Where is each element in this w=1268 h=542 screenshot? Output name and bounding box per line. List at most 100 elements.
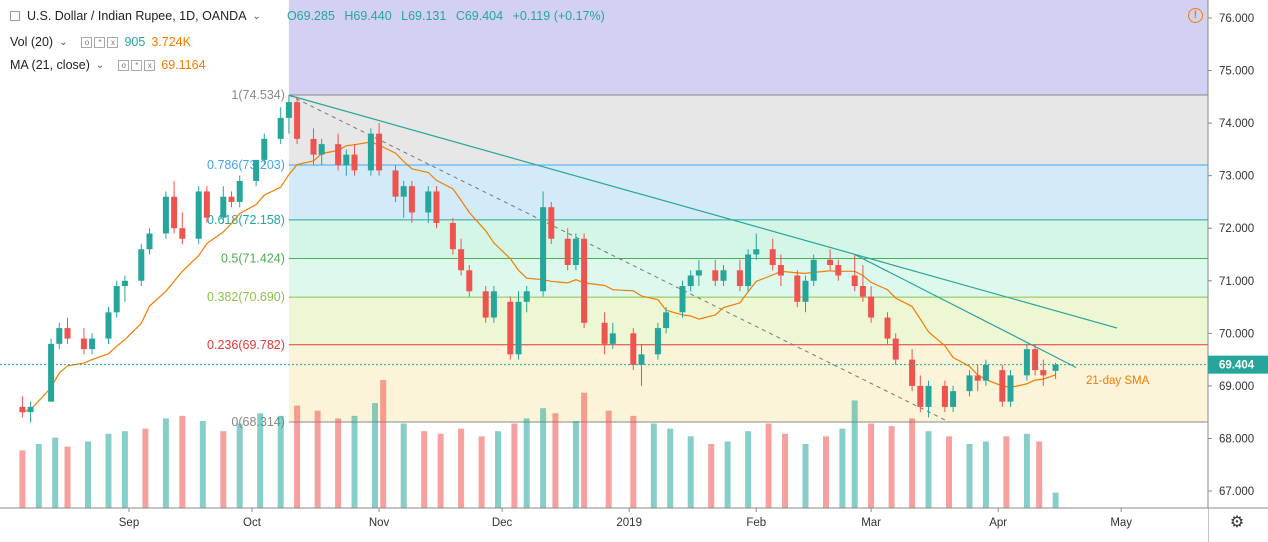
volume-bar [909,418,916,508]
eye-icon[interactable]: o [118,59,130,71]
close-icon[interactable]: x [107,36,119,48]
open-value: O69.285 [286,9,335,23]
candle-body [203,191,210,218]
sma-annotation: 21-day SMA [1086,375,1150,387]
change-value: +0.119 (+0.17%) [512,9,605,23]
volume-bar [400,423,407,508]
volume-bar [335,418,342,508]
candle-body [810,259,817,281]
candle-body [48,343,55,402]
price-axis-bg [1208,0,1268,542]
fib-level-label: 1(74.534) [231,88,285,102]
time-tick-label: 2019 [616,517,642,529]
candle-body [564,238,571,266]
fib-zone [288,344,1208,422]
close-value: C69.404 [455,9,504,23]
volume-bar [1036,441,1043,508]
volume-bar [552,413,559,508]
volume-bar [925,431,932,508]
gear-icon[interactable]: ⚙ [1229,514,1245,531]
volume-bar [572,420,579,508]
candle-body [294,102,301,139]
fib-level-label: 0.618(72.158) [207,213,285,227]
eye-icon[interactable]: o [81,36,93,48]
volume-bar [437,433,444,508]
candle-body [56,328,63,344]
candle-body [835,265,842,276]
volume-bar [64,446,71,508]
volume-bar [121,431,128,508]
volume-bar [277,415,284,508]
symbol-title[interactable]: U.S. Dollar / Indian Rupee, 1D, OANDA [27,9,247,23]
candle-body [351,154,358,171]
volume-bar [581,392,588,508]
volume-bar [458,428,465,508]
price-tick-label: 73.000 [1219,171,1254,183]
candle-body [859,286,866,297]
candle-body [1040,370,1047,376]
chevron-down-icon[interactable]: ⌄ [95,59,105,71]
last-price-badge [1208,355,1268,374]
time-axis-bg [0,508,1208,542]
volume-bar [35,444,42,508]
volume-bar [351,415,358,508]
time-tick-label: Oct [243,517,262,529]
volume-value-1: 905 [124,35,146,49]
volume-label[interactable]: Vol (20) [10,35,54,49]
volume-bar [1023,433,1030,508]
close-icon[interactable]: x [144,59,156,71]
settings-icon[interactable]: * [94,36,106,48]
chevron-down-icon[interactable]: ⌄ [252,10,261,22]
price-tick-label: 72.000 [1219,223,1254,235]
price-tick-label: 68.000 [1219,433,1254,445]
settings-icon[interactable]: * [131,59,143,71]
volume-bar [868,423,875,508]
price-tick-label: 69.000 [1219,381,1254,393]
volume-bar [724,441,731,508]
candle-body [392,170,399,197]
candle-body [663,312,670,329]
candle-body [449,222,456,250]
candle-body [630,333,637,365]
chevron-down-icon[interactable]: ⌄ [59,36,68,48]
volume-bar [1052,492,1059,508]
volume-bar [523,418,530,508]
candle-body [601,322,608,344]
price-tick-label: 74.000 [1219,118,1254,130]
ma-label[interactable]: MA (21, close) [10,58,90,72]
time-tick-label: May [1110,517,1132,529]
candle-body [490,291,497,318]
candle-body [138,249,145,281]
legend-main: U.S. Dollar / Indian Rupee, 1D, OANDA ⌄ … [10,9,611,23]
time-tick-label: Apr [989,517,1007,529]
warning-icon[interactable]: ! [1188,8,1203,23]
candle-body [113,286,120,313]
low-value: L69.131 [401,9,447,23]
time-tick-label: Feb [746,517,766,529]
volume-bar [85,441,91,508]
volume-bar [765,423,772,508]
candle-body [695,270,702,276]
collapse-icon[interactable] [10,11,20,21]
volume-bar [667,428,674,508]
candle-body [482,291,489,318]
candle-body [974,375,981,381]
candle-body [884,317,891,339]
candle-body [220,196,227,218]
time-tick-label: Mar [861,517,881,529]
candle-body [408,186,415,213]
price-tick-label: 70.000 [1219,328,1254,340]
volume-bar [199,420,206,508]
time-tick-label: Dec [492,517,513,529]
candle-body [720,270,727,281]
candle-body [1032,349,1039,371]
candle-body [745,254,752,287]
candle-body [171,196,178,229]
volume-bar [1003,436,1010,508]
candle-body [572,238,579,266]
candle-body [753,249,760,255]
candle-body [121,280,128,287]
volume-bar [162,418,169,508]
time-tick-label: Nov [369,517,390,529]
